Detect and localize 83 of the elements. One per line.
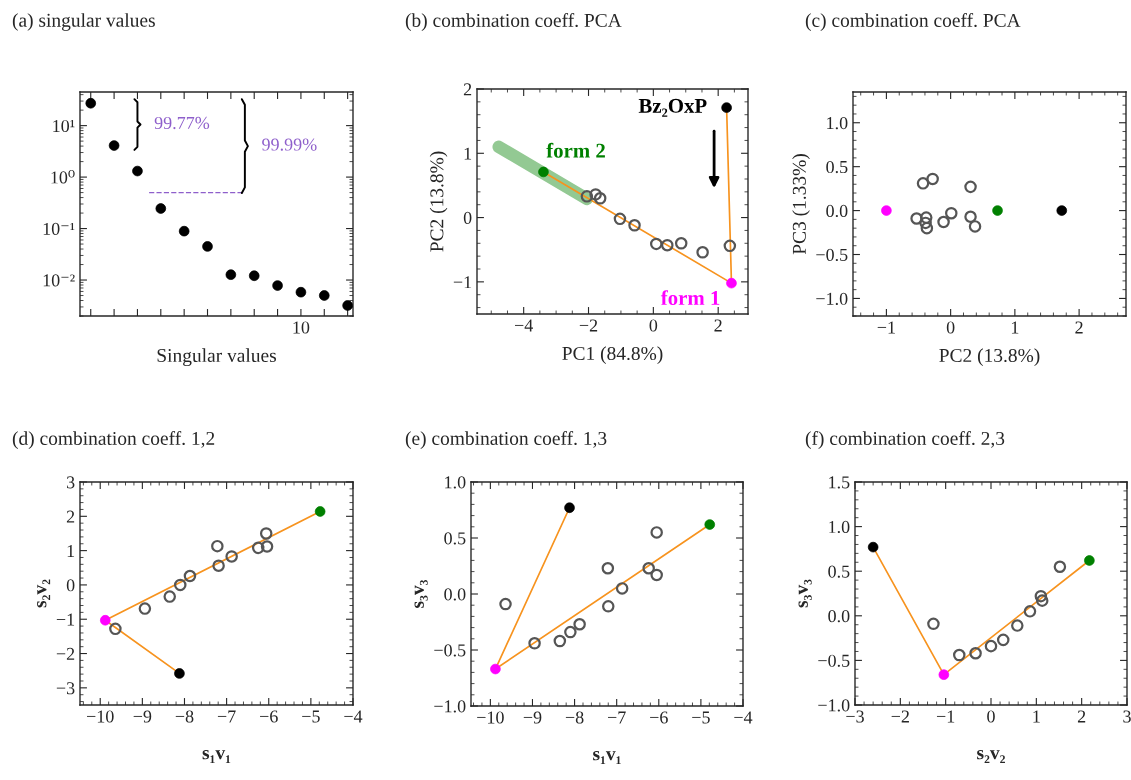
y-axis-title: s₂v₂	[37, 579, 51, 608]
y-tick-label: 0.5	[444, 532, 466, 545]
y-tick-label: 1.0	[827, 117, 848, 130]
y-tick-label: 1	[67, 544, 75, 557]
series-label: Bz₂OxP	[638, 98, 707, 117]
y-tick-label: 1	[464, 147, 472, 160]
x-tick-label: −8	[565, 711, 584, 724]
y-tick-label: −0.5	[816, 248, 848, 262]
x-tick-label: 2	[1075, 321, 1083, 334]
x-tick-label: −9	[523, 711, 542, 724]
x-tick-label: 0	[649, 319, 658, 332]
x-tick-label: −1	[936, 710, 955, 723]
series-label: form 2	[546, 142, 605, 158]
x-axis-title: PC1 (84.8%)	[562, 346, 663, 364]
chart-title: (a) singular values	[12, 13, 155, 31]
y-tick-label: −1.0	[434, 700, 466, 713]
x-tick-label: 10	[293, 321, 310, 334]
annotation: 99.77%	[154, 116, 210, 130]
chart-title: (c) combination coeff. PCA	[805, 13, 1021, 31]
x-axis-title: Singular values	[157, 348, 277, 367]
x-tick-label: −7	[607, 711, 626, 724]
y-tick-label: 0	[463, 211, 472, 225]
annotation: 99.99%	[262, 138, 317, 151]
chart-title: (e) combination coeff. 1,3	[405, 431, 607, 449]
y-tick-label: 0.0	[828, 610, 850, 623]
x-tick-label: −3	[846, 710, 864, 723]
x-tick-label: −5	[692, 711, 710, 724]
x-axis-title: s₁v₁	[202, 750, 231, 764]
y-tick-label: 10⁻²	[43, 274, 75, 287]
chart-title: (b) combination coeff. PCA	[405, 13, 622, 31]
x-tick-label: −5	[302, 710, 320, 723]
y-tick-label: −0.5	[434, 644, 466, 657]
y-tick-label: 0.5	[826, 160, 848, 174]
x-tick-label: −8	[175, 710, 194, 723]
chart-title: (d) combination coeff. 1,2	[12, 431, 215, 449]
y-tick-label: 10¹	[53, 119, 75, 133]
x-tick-label: −4	[514, 319, 533, 332]
x-tick-label: −4	[344, 710, 363, 723]
x-tick-label: −2	[891, 710, 909, 723]
y-tick-label: 0	[66, 579, 75, 592]
x-axis-title: s₂v₂	[977, 750, 1005, 764]
x-tick-label: −9	[133, 710, 152, 723]
y-axis-title: s₃v₃	[414, 579, 428, 608]
x-tick-label: −10	[477, 711, 504, 724]
x-tick-label: 0	[946, 321, 955, 334]
y-tick-label: 0.0	[826, 204, 848, 218]
y-tick-label: −1.0	[818, 699, 850, 712]
y-tick-label: −1	[56, 613, 75, 626]
x-axis-title: s₁v₁	[593, 751, 621, 765]
y-tick-label: 2	[463, 83, 472, 96]
x-tick-label: −4	[734, 711, 753, 724]
x-tick-label: −1	[877, 321, 895, 334]
x-tick-label: −2	[579, 319, 598, 332]
chart-title: (f) combination coeff. 2,3	[805, 431, 1005, 449]
y-tick-label: −0.5	[818, 654, 850, 667]
y-axis-title: PC3 (1.33%)	[792, 154, 810, 255]
x-tick-label: 1	[1033, 710, 1040, 723]
y-tick-label: −2	[56, 647, 75, 660]
x-tick-label: −7	[217, 710, 236, 723]
y-tick-label: 2	[66, 510, 75, 523]
x-tick-label: 2	[714, 319, 722, 332]
series-label: form 1	[660, 290, 720, 306]
y-axis-title: PC2 (13.8%)	[429, 151, 448, 252]
y-tick-label: −1.0	[816, 292, 848, 305]
x-tick-label: 0	[987, 710, 995, 723]
x-tick-label: 3	[1123, 710, 1131, 723]
y-tick-label: 10⁰	[51, 169, 75, 184]
y-tick-label: 0.5	[828, 565, 850, 578]
y-tick-label: −1	[453, 276, 472, 289]
x-axis-title: PC2 (13.8%)	[939, 348, 1040, 366]
y-tick-label: −3	[56, 682, 75, 695]
y-tick-label: 3	[66, 476, 75, 489]
y-axis-title: s₃v₃	[798, 579, 812, 608]
x-tick-label: −6	[260, 710, 278, 723]
y-tick-label: 10⁻¹	[43, 222, 75, 235]
x-tick-label: 2	[1077, 710, 1086, 723]
x-tick-label: 1	[1011, 321, 1019, 334]
y-tick-label: 0.0	[444, 588, 466, 601]
y-tick-label: 1.0	[829, 520, 850, 534]
x-tick-label: −6	[650, 711, 668, 724]
y-tick-label: 1.5	[829, 476, 850, 489]
y-tick-label: 1.0	[445, 476, 466, 489]
x-tick-label: −10	[87, 710, 114, 723]
